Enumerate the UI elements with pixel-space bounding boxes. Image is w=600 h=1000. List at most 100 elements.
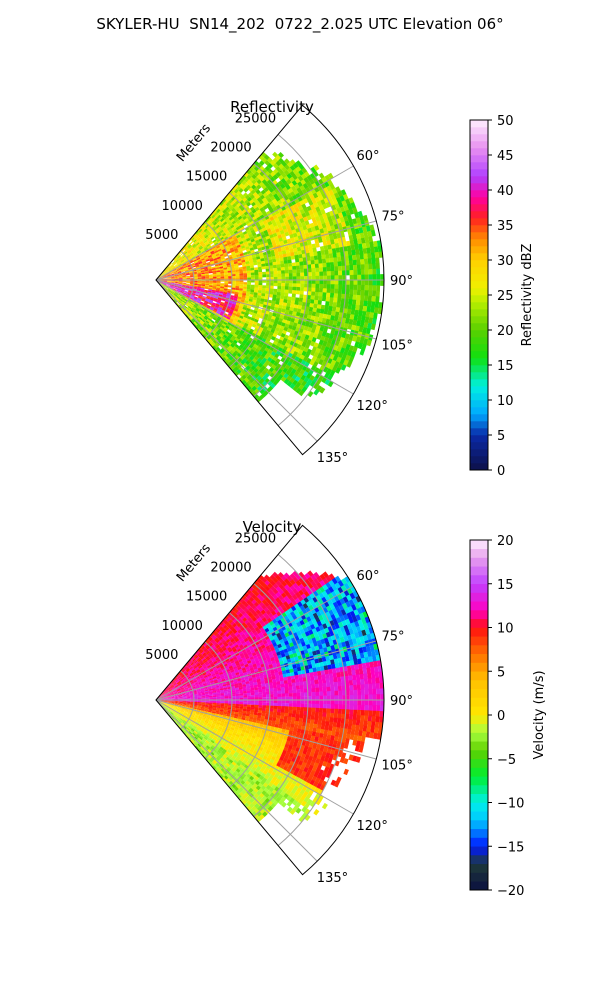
reflectivity-cell [281,308,286,313]
reflectivity-cell [237,309,242,314]
reflectivity-cell [265,271,270,275]
reflectivity-cell [315,378,322,386]
reflectivity-cell [175,259,180,263]
reflectivity-cell [334,288,339,294]
reflectivity-cell [341,342,347,349]
reflectivity-cell [179,252,184,257]
reflectivity-cell [254,287,259,291]
reflectivity-cell [238,266,243,270]
reflectivity-cell [246,318,251,323]
reflectivity-cell [292,232,298,238]
reflectivity-cell [169,264,174,268]
reflectivity-radial-tick: 10000 [162,199,203,214]
reflectivity-cell [321,193,328,200]
reflectivity-cell [187,306,191,311]
reflectivity-cell [364,285,369,291]
reflectivity-cell [337,293,342,299]
reflectivity-cell [267,256,272,261]
reflectivity-cell [261,293,266,297]
reflectivity-cell [319,271,324,277]
reflectivity-cell [295,160,302,167]
reflectivity-cell [219,288,224,291]
reflectivity-cell [320,250,326,256]
reflectivity-cell [236,364,241,370]
reflectivity-cell [250,272,255,276]
reflectivity-cell [227,341,232,346]
reflectivity-cell [166,266,170,270]
reflectivity-cell [322,350,328,357]
colorbar-level [470,253,488,261]
reflectivity-cell [216,311,221,315]
reflectivity-cell [345,198,351,206]
reflectivity-cell [316,200,323,207]
reflectivity-cell [280,263,285,268]
reflectivity-cell [191,292,196,295]
reflectivity-cell [182,283,187,285]
velocity-cell [176,709,180,713]
reflectivity-cell [163,276,167,278]
reflectivity-cell [312,324,317,330]
velocity-cell [166,694,171,696]
velocity-cell [197,697,202,699]
reflectivity-cell [194,309,199,314]
reflectivity-cell [343,359,349,367]
reflectivity-cell [184,246,188,251]
reflectivity-cell [224,217,229,222]
reflectivity-cell [188,305,193,309]
reflectivity-cell [329,292,335,298]
reflectivity-cell [226,232,231,237]
reflectivity-cell [252,257,257,261]
velocity-cell [169,706,174,709]
reflectivity-cell [205,320,210,324]
reflectivity-cell [374,251,380,259]
reflectivity-cell [300,283,305,288]
reflectivity-cell [174,276,179,278]
reflectivity-cell [206,325,211,330]
reflectivity-cell [248,351,253,356]
reflectivity-cell [205,298,210,301]
reflectivity-cell [257,362,263,368]
reflectivity-cell [275,241,281,247]
reflectivity-cell [167,290,171,293]
reflectivity-cell [182,284,186,286]
reflectivity-cell [225,325,230,330]
reflectivity-cell [307,272,312,277]
reflectivity-cell [283,260,288,264]
reflectivity-cell [179,258,183,262]
reflectivity-cell [209,298,214,301]
reflectivity-cell [233,222,238,227]
velocity-cell [177,682,182,685]
reflectivity-cell [204,308,209,312]
reflectivity-cell [178,280,183,282]
reflectivity-cell [258,211,264,217]
reflectivity-cell [174,282,179,284]
reflectivity-cell [309,303,314,308]
reflectivity-cell [303,287,308,292]
reflectivity-cell [198,239,203,244]
reflectivity-cell [257,247,263,252]
reflectivity-cell [254,284,259,288]
reflectivity-cell [289,176,295,183]
reflectivity-cell [223,350,228,356]
reflectivity-cell [167,282,171,283]
reflectivity-cell [226,240,231,244]
reflectivity-cell [340,298,346,304]
reflectivity-cell [187,264,191,267]
reflectivity-cell [163,282,167,285]
reflectivity-cell [233,230,239,235]
reflectivity-cell [322,262,327,268]
reflectivity-cell [186,255,191,259]
reflectivity-cell [326,262,331,268]
reflectivity-cell [227,335,232,340]
reflectivity-cell [167,267,171,271]
reflectivity-cell [170,292,174,296]
reflectivity-cell [330,284,335,290]
reflectivity-cell [210,250,215,254]
reflectivity-cell [251,184,257,190]
reflectivity-cell [375,290,380,297]
velocity-cell [161,704,166,708]
reflectivity-cell [202,244,207,248]
reflectivity-cell [256,209,262,215]
velocity-field [156,570,384,823]
reflectivity-cell [163,278,168,280]
